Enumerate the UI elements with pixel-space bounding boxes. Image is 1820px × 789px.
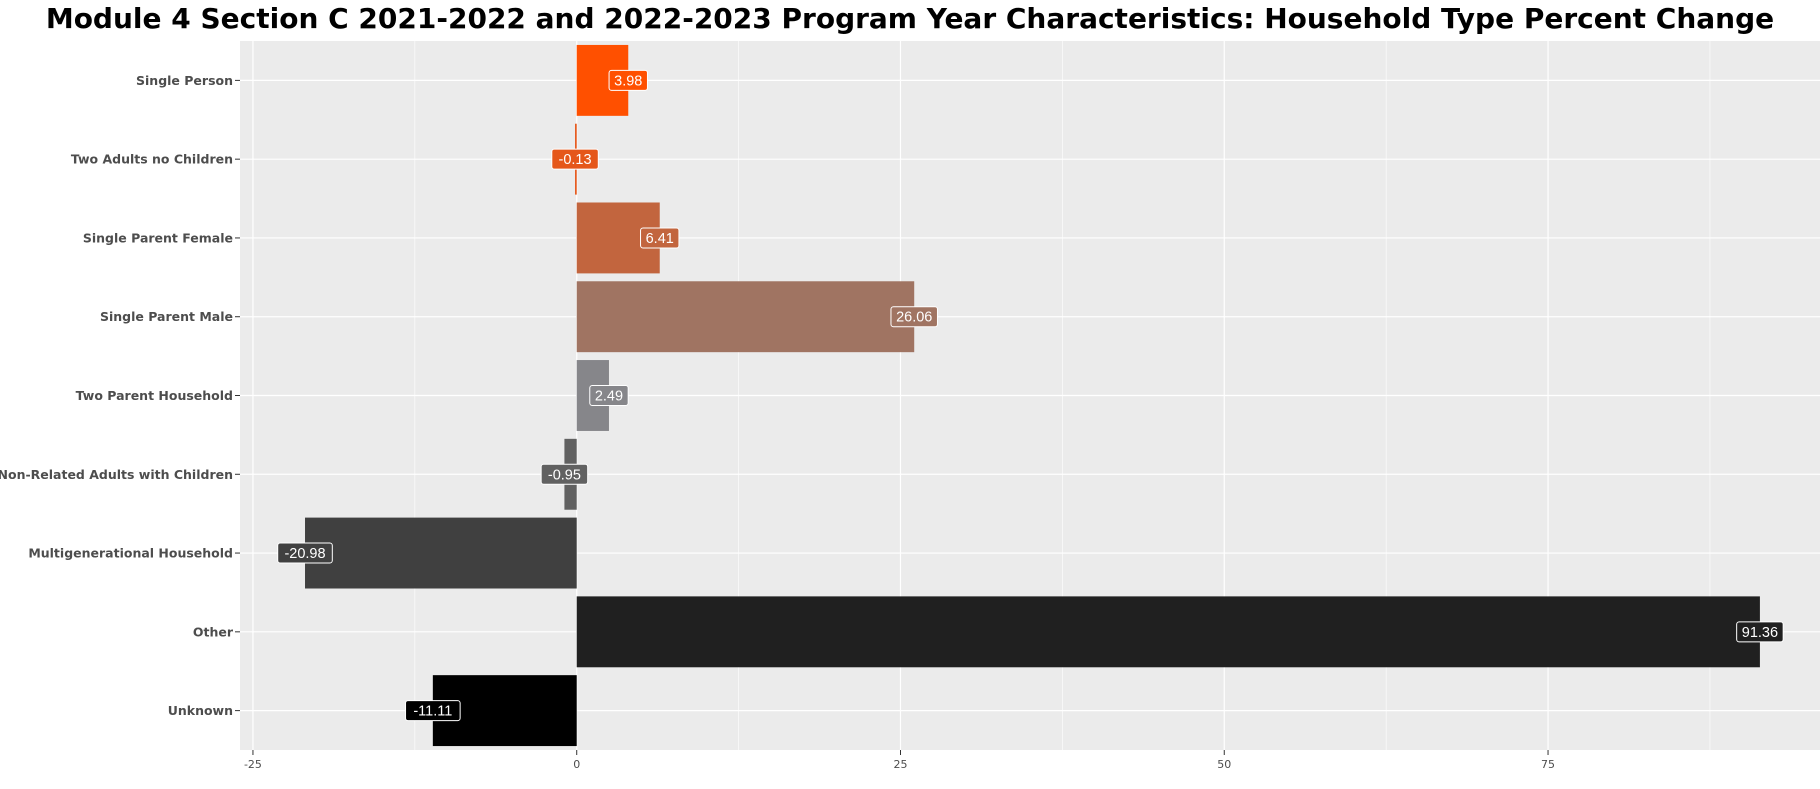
category-label: Non-Related Adults with Children	[0, 467, 233, 482]
x-tick-label: 50	[1217, 758, 1231, 771]
data-label-box	[277, 542, 333, 564]
x-tick-label: -25	[244, 758, 262, 771]
bar	[576, 281, 915, 353]
chart-title: Module 4 Section C 2021-2022 and 2022-20…	[45, 2, 1775, 35]
x-tick-label: 0	[573, 758, 580, 771]
data-label-box	[640, 227, 680, 249]
data-label: -11.11	[413, 704, 452, 720]
data-label-box	[608, 69, 648, 91]
category-label: Single Parent Female	[83, 230, 233, 245]
data-label: 2.49	[595, 389, 623, 405]
category-label: Two Parent Household	[76, 388, 233, 403]
x-tick-label: 25	[893, 758, 907, 771]
data-label-box	[1736, 621, 1784, 643]
category-label: Single Parent Male	[100, 309, 233, 324]
data-label-box	[405, 700, 461, 722]
data-label-box	[540, 463, 589, 485]
data-label: -0.95	[548, 467, 581, 483]
data-label: 3.98	[614, 73, 642, 89]
bar	[305, 517, 577, 589]
category-label: Unknown	[168, 703, 233, 718]
x-tick-label: 75	[1541, 758, 1555, 771]
data-label: -20.98	[284, 546, 325, 562]
category-label: Single Person	[136, 73, 233, 88]
category-label: Two Adults no Children	[71, 152, 233, 167]
data-label: 91.36	[1742, 625, 1778, 641]
category-label: Other	[193, 624, 234, 639]
category-label: Multigenerational Household	[28, 546, 233, 561]
data-label-box	[890, 306, 938, 328]
data-label-box	[589, 385, 629, 406]
data-label: 26.06	[896, 310, 932, 326]
data-label: -0.13	[559, 152, 592, 168]
bar	[576, 596, 1760, 668]
data-label: 6.41	[646, 231, 674, 247]
data-label-box	[551, 148, 599, 170]
